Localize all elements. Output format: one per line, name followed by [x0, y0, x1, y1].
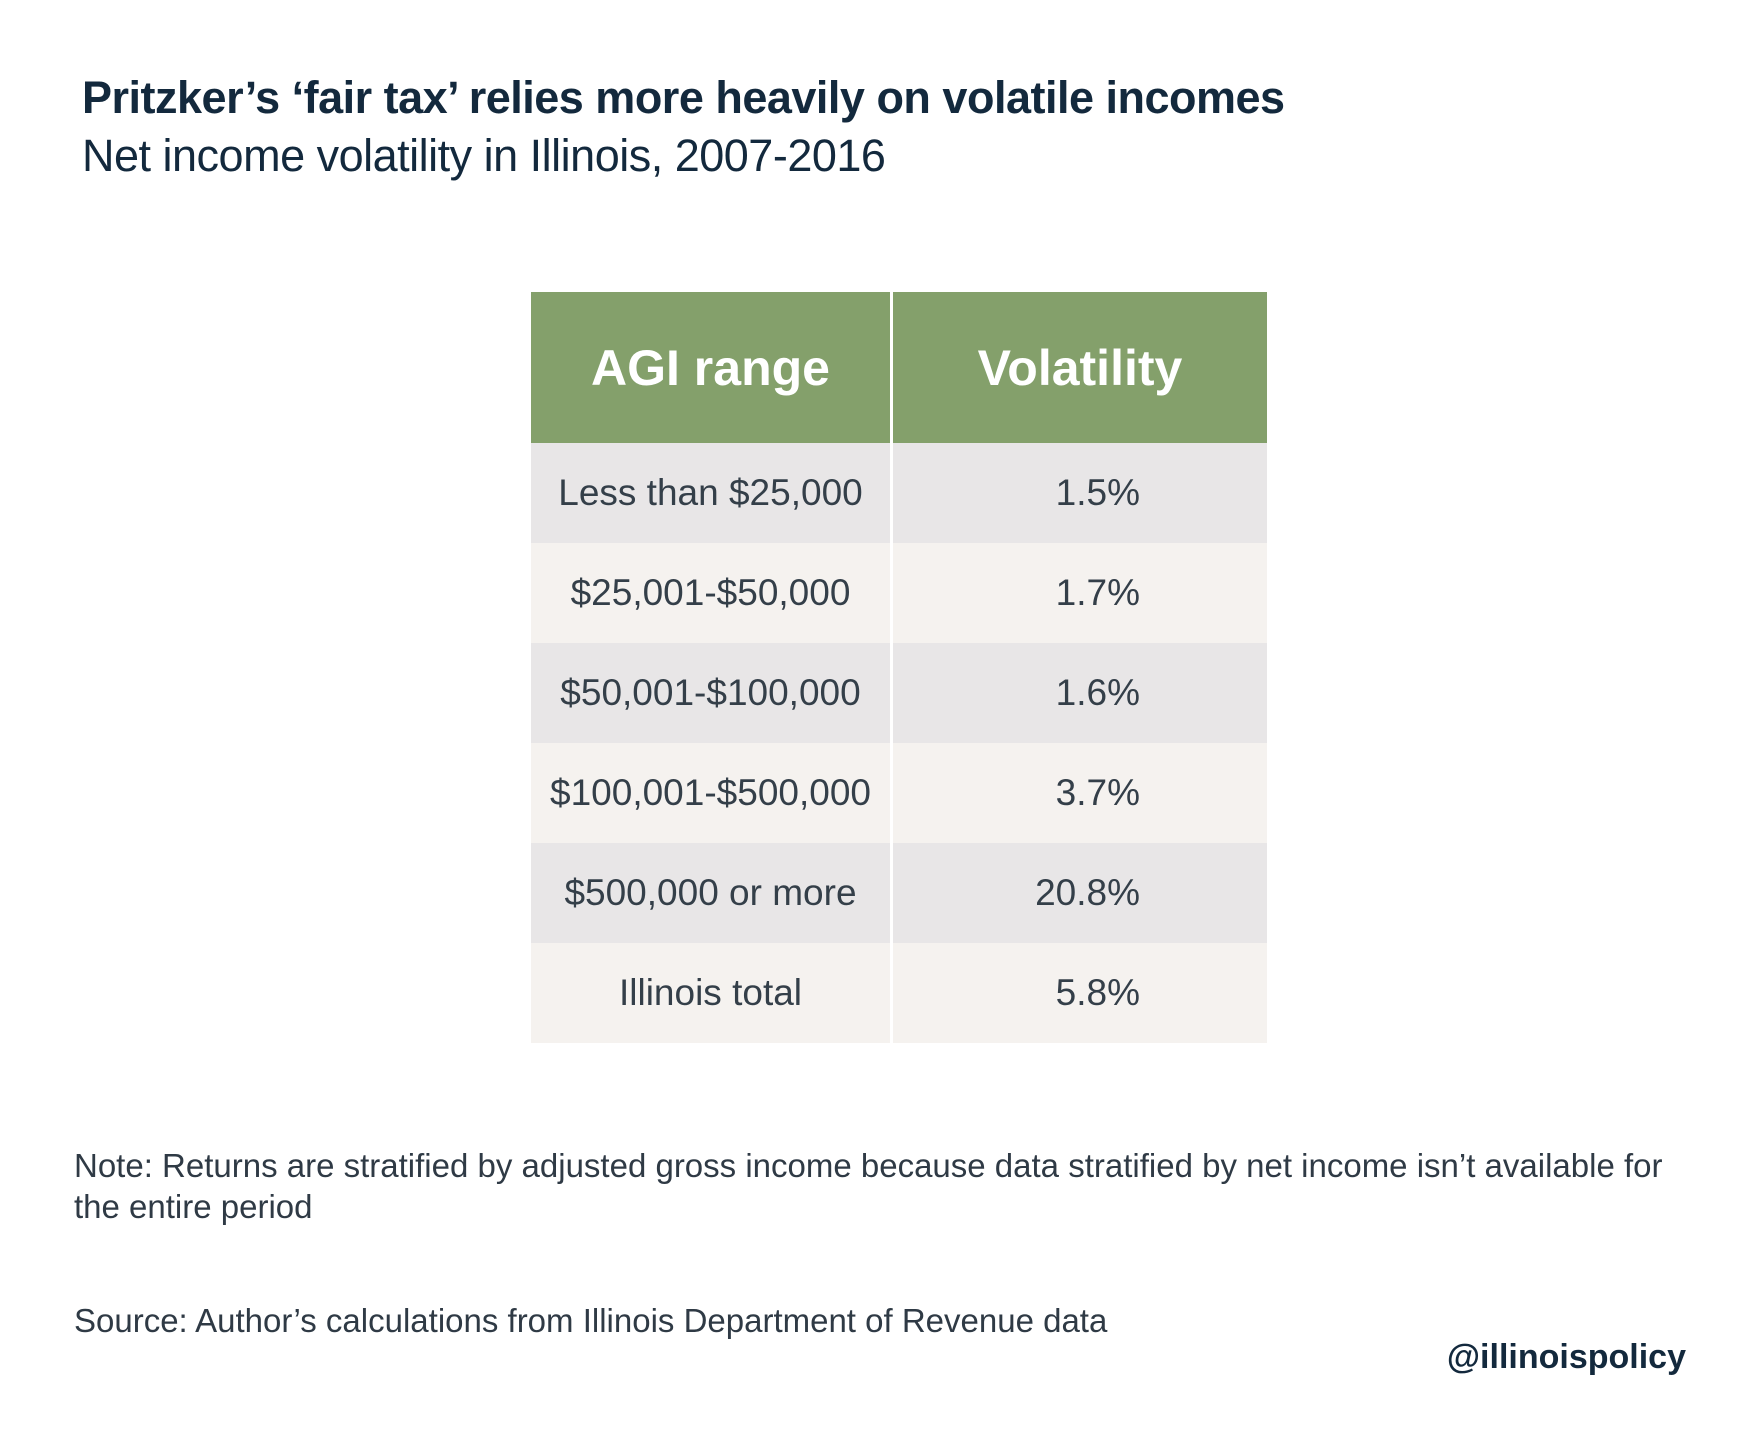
agi-range-cell: $25,001-$50,000 [531, 543, 893, 643]
table-row: $500,000 or more 20.8% [531, 843, 1267, 943]
volatility-value: 1.6% [1055, 672, 1140, 713]
chart-source: Source: Author’s calculations from Illin… [74, 1302, 1108, 1339]
volatility-value: 1.7% [1055, 572, 1140, 613]
agi-range-cell: $100,001-$500,000 [531, 743, 893, 843]
agi-range-cell: $50,001-$100,000 [531, 643, 893, 743]
volatility-cell: 1.7% [893, 543, 1267, 643]
volatility-table: AGI range Volatility Less than $25,000 1… [531, 292, 1267, 1043]
table-row: $25,001-$50,000 1.7% [531, 543, 1267, 643]
chart-subtitle: Net income volatility in Illinois, 2007-… [82, 130, 886, 181]
volatility-value: 5.8% [1055, 972, 1140, 1013]
table-row: Illinois total 5.8% [531, 943, 1267, 1043]
column-header-volatility: Volatility [893, 292, 1267, 443]
chart-note: Note: Returns are stratified by adjusted… [74, 1147, 1663, 1225]
table-row: $100,001-$500,000 3.7% [531, 743, 1267, 843]
agi-range-cell: Illinois total [531, 943, 893, 1043]
table-header-row: AGI range Volatility [531, 292, 1267, 443]
volatility-value: 1.5% [1055, 472, 1140, 513]
volatility-cell: 5.8% [893, 943, 1267, 1043]
chart-title: Pritzker’s ‘fair tax’ relies more heavil… [82, 72, 1285, 123]
volatility-cell: 1.6% [893, 643, 1267, 743]
table-row: $50,001-$100,000 1.6% [531, 643, 1267, 743]
volatility-value: 3.7% [1055, 772, 1140, 813]
agi-range-cell: $500,000 or more [531, 843, 893, 943]
volatility-cell: 3.7% [893, 743, 1267, 843]
volatility-value: 20.8% [1035, 872, 1140, 913]
table-row: Less than $25,000 1.5% [531, 443, 1267, 543]
social-handle: @illinoispolicy [1446, 1338, 1686, 1376]
agi-range-cell: Less than $25,000 [531, 443, 893, 543]
volatility-cell: 1.5% [893, 443, 1267, 543]
column-header-agi-range: AGI range [531, 292, 893, 443]
volatility-cell: 20.8% [893, 843, 1267, 943]
